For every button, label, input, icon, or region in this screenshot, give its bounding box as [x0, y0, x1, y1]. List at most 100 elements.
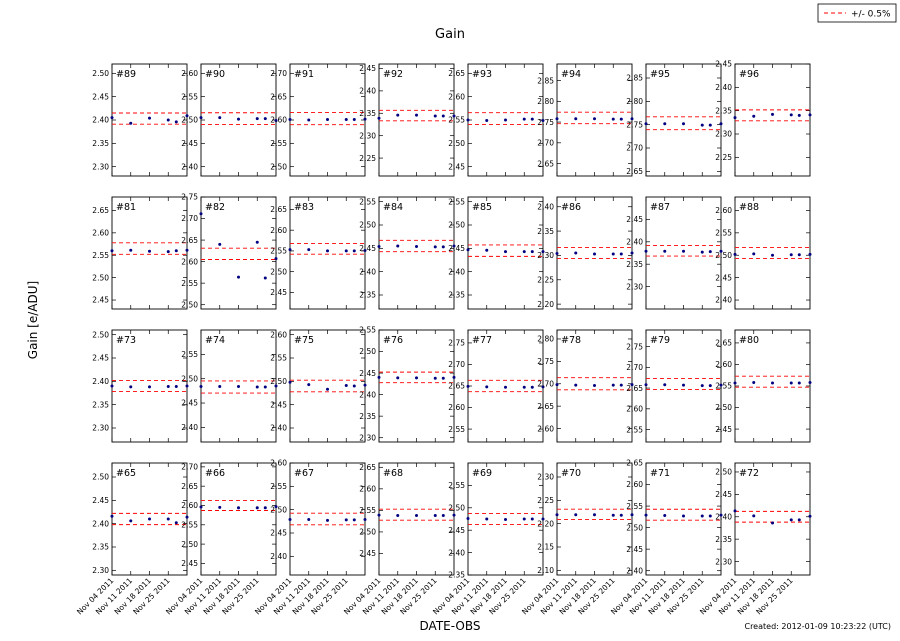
data-point	[110, 384, 114, 388]
y-tick-label: 2.45	[270, 400, 287, 409]
data-point	[237, 506, 240, 510]
data-point	[733, 381, 737, 385]
panel-id: #94	[561, 69, 581, 80]
panel-id: #96	[739, 69, 759, 80]
data-point	[733, 116, 737, 120]
y-tick-label: 2.35	[448, 571, 465, 580]
y-tick-label: 2.45	[448, 162, 465, 171]
data-point	[288, 248, 292, 252]
y-tick-label: 2.30	[92, 566, 109, 575]
y-axis-label: Gain [e/ADU]	[26, 281, 40, 359]
panel: 2.35 2.40 2.45 2.50 2.55 #84	[359, 196, 456, 310]
data-point	[352, 384, 356, 388]
y-tick-label: 2.35	[359, 109, 376, 118]
panel: 2.45 2.50 2.55 2.60 2.65 #81	[92, 196, 189, 310]
data-point	[466, 384, 470, 388]
panel-id: #76	[383, 335, 403, 346]
data-point	[541, 517, 545, 521]
data-point	[218, 384, 222, 388]
panel: 2.40 2.45 2.50 2.55 #74	[181, 329, 278, 443]
data-point	[808, 113, 812, 117]
y-tick-label: 2.25	[359, 154, 376, 163]
data-point	[504, 118, 507, 122]
y-tick-label: 2.70	[181, 214, 198, 223]
panel-frame	[378, 63, 455, 177]
panel-frame	[556, 462, 633, 576]
y-tick-label: 2.70	[537, 379, 554, 388]
data-point	[719, 513, 723, 517]
data-point	[344, 518, 348, 522]
data-point	[174, 249, 178, 253]
panel-id: #67	[294, 468, 314, 479]
data-point	[719, 383, 723, 387]
legend: +/- 0.5%	[817, 3, 897, 23]
data-point	[808, 381, 812, 385]
y-tick-label: 2.35	[92, 543, 109, 552]
data-point	[593, 384, 596, 388]
data-point	[148, 249, 151, 253]
data-point	[611, 252, 615, 256]
y-tick-label: 2.70	[181, 463, 198, 472]
data-point	[237, 275, 240, 279]
y-tick-label: 2.20	[537, 300, 554, 309]
data-point	[237, 117, 240, 121]
data-point	[255, 385, 259, 389]
data-point	[263, 117, 267, 121]
data-point	[771, 521, 774, 525]
y-tick-label: 2.25	[715, 153, 732, 162]
data-point	[700, 250, 704, 254]
y-tick-label: 2.50	[181, 374, 198, 383]
panel-frame	[111, 63, 188, 177]
data-point	[148, 385, 151, 389]
data-point	[307, 248, 311, 252]
y-tick-label: 2.45	[626, 215, 643, 224]
y-tick-label: 2.40	[270, 552, 287, 561]
data-point	[307, 118, 311, 122]
data-point	[555, 383, 559, 387]
y-tick-label: 2.55	[359, 326, 376, 335]
panel-frame	[645, 462, 722, 576]
y-tick-label: 2.50	[715, 251, 732, 260]
data-point	[218, 505, 222, 509]
panel-id: #89	[116, 69, 136, 80]
y-tick-label: 2.45	[181, 559, 198, 568]
y-tick-label: 2.50	[448, 139, 465, 148]
data-point	[700, 123, 704, 127]
panel-id: #80	[739, 335, 759, 346]
y-tick-label: 2.50	[92, 473, 109, 482]
y-tick-label: 2.45	[92, 296, 109, 305]
data-point	[185, 114, 189, 118]
y-tick-label: 2.60	[181, 257, 198, 266]
data-point	[466, 118, 470, 122]
data-point	[485, 248, 489, 252]
data-point	[771, 253, 774, 257]
panel: 2.25 2.30 2.35 2.40 2.45 #92	[359, 63, 456, 177]
data-point	[344, 384, 348, 388]
data-point	[185, 515, 189, 519]
data-point	[808, 252, 812, 256]
data-point	[574, 251, 578, 255]
y-tick-label: 2.45	[626, 545, 643, 554]
y-tick-label: 2.40	[270, 424, 287, 433]
y-tick-label: 2.55	[181, 92, 198, 101]
data-point	[574, 513, 578, 517]
data-point	[530, 517, 534, 521]
data-point	[274, 505, 278, 509]
data-point	[522, 250, 526, 254]
y-tick-label: 2.65	[270, 205, 287, 214]
data-point	[110, 116, 114, 120]
panel-id: #85	[472, 202, 492, 213]
y-tick-label: 2.40	[359, 87, 376, 96]
data-point	[288, 118, 292, 122]
y-tick-label: 2.45	[92, 496, 109, 505]
x-axis-label: DATE-OBS	[420, 619, 481, 633]
y-tick-label: 2.60	[270, 116, 287, 125]
panel: 2.30 2.35 2.40 2.45 2.50 2.55 #76	[359, 326, 456, 443]
y-tick-label: 2.40	[537, 202, 554, 211]
y-tick-label: 2.65	[181, 482, 198, 491]
data-point	[466, 517, 470, 521]
y-tick-label: 2.55	[181, 520, 198, 529]
panel: 2.45 2.50 2.55 2.60 2.65 #80	[715, 329, 812, 443]
